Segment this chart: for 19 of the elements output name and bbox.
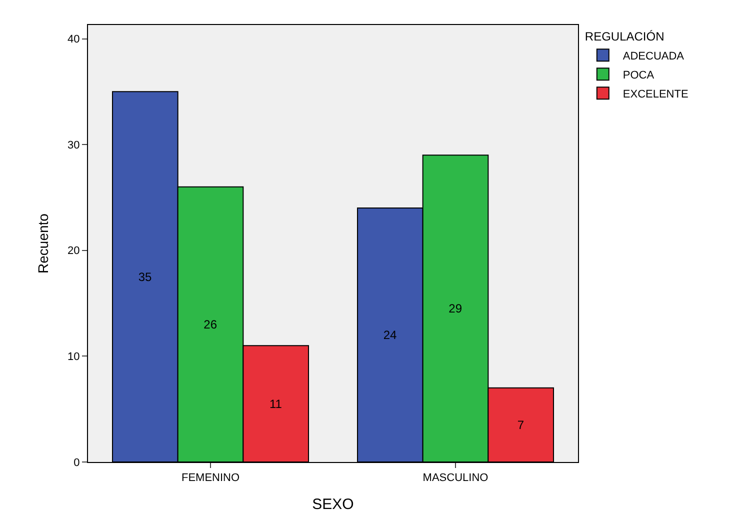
- y-tick-label: 40: [68, 34, 80, 46]
- y-axis-title: Recuento: [35, 213, 52, 274]
- data-label: 35: [138, 270, 152, 284]
- data-label: 24: [383, 328, 397, 342]
- data-label: 26: [204, 317, 218, 332]
- data-label: 29: [448, 302, 462, 316]
- y-tick-label: 30: [68, 139, 80, 152]
- x-tick-label: MASCULINO: [422, 472, 489, 484]
- legend-label: EXCELENTE: [622, 88, 688, 100]
- x-axis-title: SEXO: [312, 496, 354, 514]
- data-label: 11: [269, 396, 282, 411]
- legend-label: POCA: [622, 69, 655, 82]
- y-tick-label: 0: [74, 456, 80, 469]
- y-tick-label: 20: [68, 245, 80, 258]
- legend-label: ADECUADA: [622, 50, 685, 62]
- legend-title: REGULACIÓN: [584, 30, 664, 44]
- data-label: 7: [517, 418, 524, 432]
- y-tick-label: 10: [68, 351, 80, 364]
- x-tick-label: FEMENINO: [181, 472, 240, 484]
